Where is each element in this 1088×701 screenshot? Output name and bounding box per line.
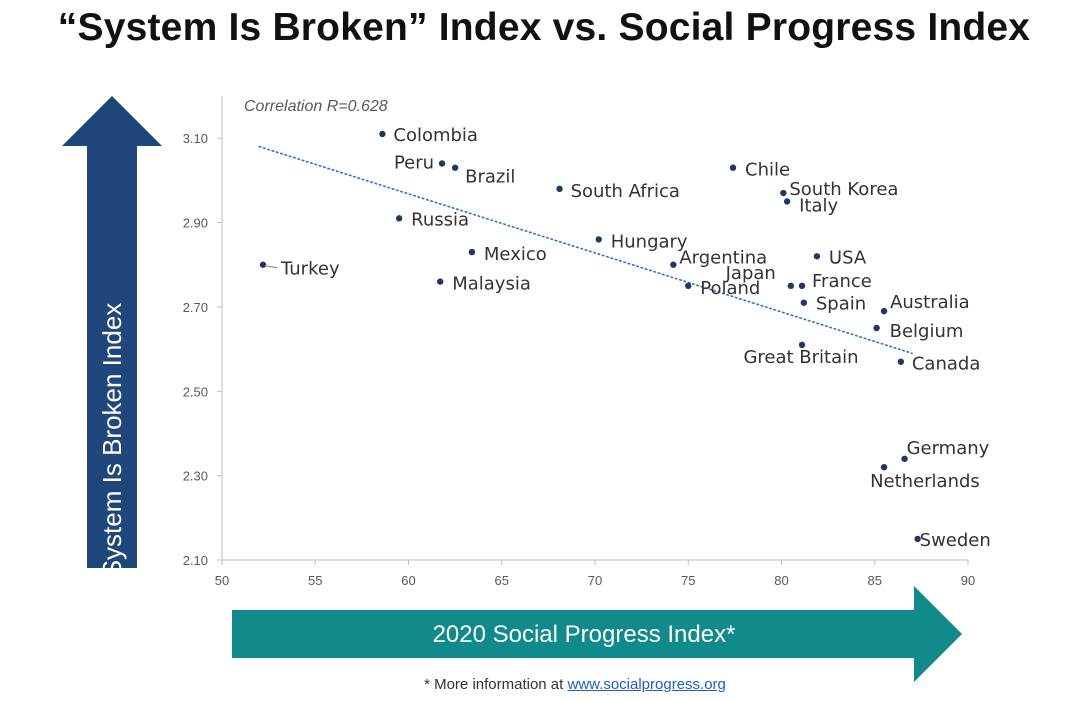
data-label-south-korea: South Korea: [789, 179, 898, 200]
data-label-canada: Canada: [912, 354, 981, 375]
page-title: “System Is Broken” Index vs. Social Prog…: [57, 6, 1031, 49]
chart-axes: [221, 96, 968, 561]
data-label-colombia: Colombia: [393, 125, 478, 146]
data-point-argentina: [670, 261, 677, 268]
data-label-argentina: Argentina: [679, 248, 767, 269]
data-point-belgium: [873, 324, 880, 332]
y-axis-arrow: System Is Broken Index: [62, 96, 162, 568]
x-tick-label: 65: [495, 573, 509, 588]
data-label-australia: Australia: [890, 292, 970, 313]
footnote-text: * More information at: [424, 676, 568, 693]
data-label-malaysia: Malaysia: [452, 274, 531, 295]
data-point-canada: [897, 358, 905, 365]
data-point-france: [798, 282, 806, 290]
data-label-russia: Russia: [411, 209, 469, 230]
data-label-peru: Peru: [394, 152, 434, 173]
data-point-australia: [880, 307, 888, 315]
x-tick-label: 55: [308, 573, 322, 588]
y-tick-label: 2.30: [183, 469, 208, 484]
data-point-brazil: [451, 164, 459, 171]
footnote-link[interactable]: www.socialprogress.org: [567, 676, 726, 693]
trendline: [258, 145, 913, 355]
data-point-germany: [901, 455, 908, 462]
x-tick-label: 75: [681, 573, 695, 588]
data-point-japan: [787, 282, 795, 290]
data-point-usa: [813, 253, 821, 260]
data-label-germany: Germany: [907, 438, 990, 459]
data-point-turkey: [259, 261, 267, 268]
data-point-peru: [438, 160, 446, 167]
data-label-great-britain: Great Britain: [743, 347, 858, 368]
data-label-mexico: Mexico: [484, 244, 547, 265]
x-tick-label: 70: [588, 573, 602, 588]
data-label-brazil: Brazil: [465, 167, 515, 188]
data-point-spain: [800, 299, 808, 306]
y-tick-label: 2.70: [183, 300, 208, 315]
data-label-italy: Italy: [799, 195, 838, 216]
data-point-chile: [729, 164, 737, 171]
data-point-great-britain: [798, 341, 806, 349]
data-label-belgium: Belgium: [890, 321, 964, 342]
y-arrow-label: System Is Broken Index: [97, 303, 127, 568]
data-label-south-africa: South Africa: [571, 181, 680, 202]
x-arrow-shape: [232, 586, 962, 682]
data-point-malaysia: [437, 278, 444, 285]
correlation-annotation: Correlation R=0.628: [244, 98, 388, 115]
x-axis-arrow: 2020 Social Progress Index*: [232, 586, 962, 682]
data-label-japan: Japan: [725, 263, 776, 284]
data-point-mexico: [468, 248, 476, 256]
data-point-south-korea: [780, 189, 787, 197]
y-tick-label: 3.10: [183, 131, 208, 146]
data-point-russia: [395, 215, 403, 222]
data-point-south-africa: [556, 185, 563, 192]
x-tick-label: 60: [401, 573, 415, 588]
x-tick-label: 80: [774, 573, 788, 588]
y-tick-label: 2.10: [183, 553, 208, 568]
data-label-poland: Poland: [700, 278, 760, 299]
data-point-colombia: [379, 130, 386, 138]
x-tick-label: 85: [868, 573, 882, 588]
data-label-turkey: Turkey: [280, 259, 340, 280]
data-point-netherlands: [880, 464, 888, 471]
data-label-spain: Spain: [816, 294, 866, 315]
data-point-poland: [685, 282, 692, 290]
data-point-italy: [783, 198, 791, 205]
x-arrow-label: 2020 Social Progress Index*: [433, 621, 736, 648]
leader-line-turkey: [264, 265, 278, 269]
y-arrow-shape: [62, 96, 162, 568]
x-tick-label: 90: [961, 573, 975, 588]
data-label-sweden: Sweden: [920, 530, 991, 551]
data-point-hungary: [595, 236, 602, 243]
data-label-chile: Chile: [745, 160, 790, 181]
footnote: * More information at www.socialprogress…: [0, 676, 1088, 693]
data-label-netherlands: Netherlands: [870, 471, 980, 492]
x-tick-label: 50: [215, 573, 229, 588]
data-point-sweden: [914, 535, 921, 543]
data-label-france: France: [812, 271, 872, 292]
data-label-hungary: Hungary: [611, 231, 688, 252]
y-tick-label: 2.90: [183, 216, 208, 231]
y-tick-label: 2.50: [183, 384, 208, 399]
data-label-usa: USA: [829, 247, 867, 268]
